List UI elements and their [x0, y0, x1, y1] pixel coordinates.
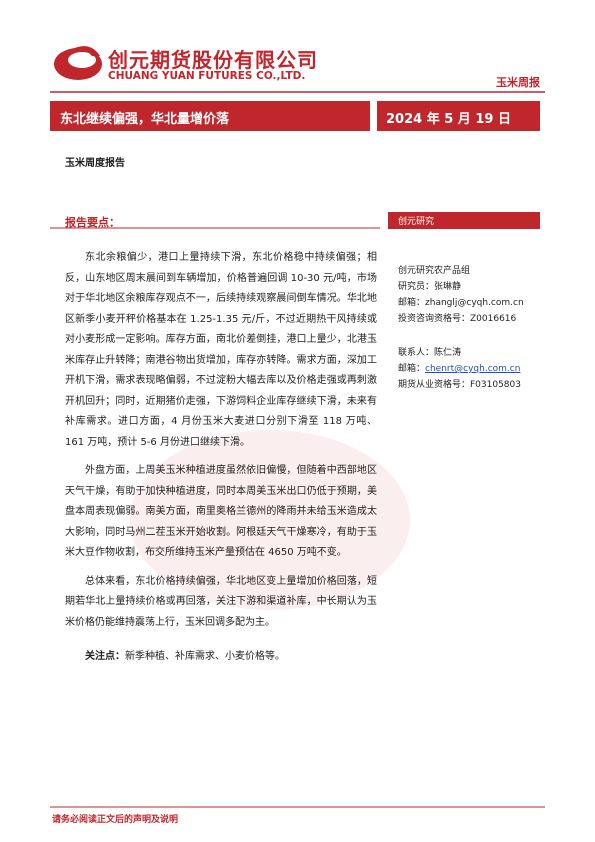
license: 期货从业资格号：F03105803 [398, 380, 521, 390]
paragraph: 东北余粮偏少，港口上量持续下滑，东北价格稳中持续偏强；相反，山东地区周末晨间到车… [65, 252, 377, 448]
email-row: 邮箱：chenrt@cyqh.com.cn [398, 361, 543, 377]
license: 投资咨询资格号：Z0016616 [398, 314, 517, 324]
title-band [50, 101, 370, 131]
paragraph: 外盘方面，上周美玉米种植进度虽然依旧偏慢，但随着中西部地区天气干燥，有助于加快种… [65, 465, 377, 558]
focus-label: 关注点： [85, 651, 125, 662]
subtitle: 玉米周度报告 [65, 158, 125, 169]
contact: 联系人：陈仁涛 [398, 348, 462, 358]
email-label: 邮箱： [398, 364, 426, 374]
company-cn: 创元期货股份有限公司 [108, 48, 318, 72]
footer: 请务必阅读正文后的声明及说明 [52, 815, 179, 825]
email-link[interactable]: chenrt@cyqh.com.cn [425, 364, 521, 374]
email: zhanglj@cyqh.com.cn [425, 298, 524, 308]
logo [54, 46, 102, 80]
email-row: 邮箱：zhanglj@cyqh.com.cn [398, 295, 543, 311]
company-en: CHUANG YUAN FUTURES CO.,LTD. [108, 70, 306, 82]
sidebar: 创元研究农产品组 研究员：张琳静 邮箱：zhanglj@cyqh.com.cn … [398, 263, 543, 393]
group: 创元研究农产品组 [398, 266, 471, 276]
watermark [130, 430, 410, 610]
email-label: 邮箱： [398, 298, 426, 308]
section-label: 报告要点： [65, 216, 120, 229]
report-type: 玉米周报 [496, 76, 540, 89]
sidebar-band [388, 212, 540, 229]
date-band [377, 101, 540, 131]
body: 东北余粮偏少，港口上量持续下滑，东北价格稳中持续偏强；相反，山东地区周末晨间到车… [65, 248, 377, 676]
banner-title: 东北继续偏强，华北量增价落 [60, 112, 230, 127]
focus: 关注点：新季种植、补库需求、小麦价格等。 [65, 647, 377, 668]
paragraph: 总体来看，东北价格持续偏强，华北地区变上量增加价格回落，短期若华北上量持续价格或… [65, 575, 377, 628]
banner-date: 2024 年 5 月 19 日 [386, 112, 511, 127]
sidebar-heading: 创元研究 [398, 217, 435, 227]
researcher: 研究员：张琳静 [398, 282, 462, 292]
focus-text: 新季种植、补库需求、小麦价格等。 [125, 651, 285, 662]
